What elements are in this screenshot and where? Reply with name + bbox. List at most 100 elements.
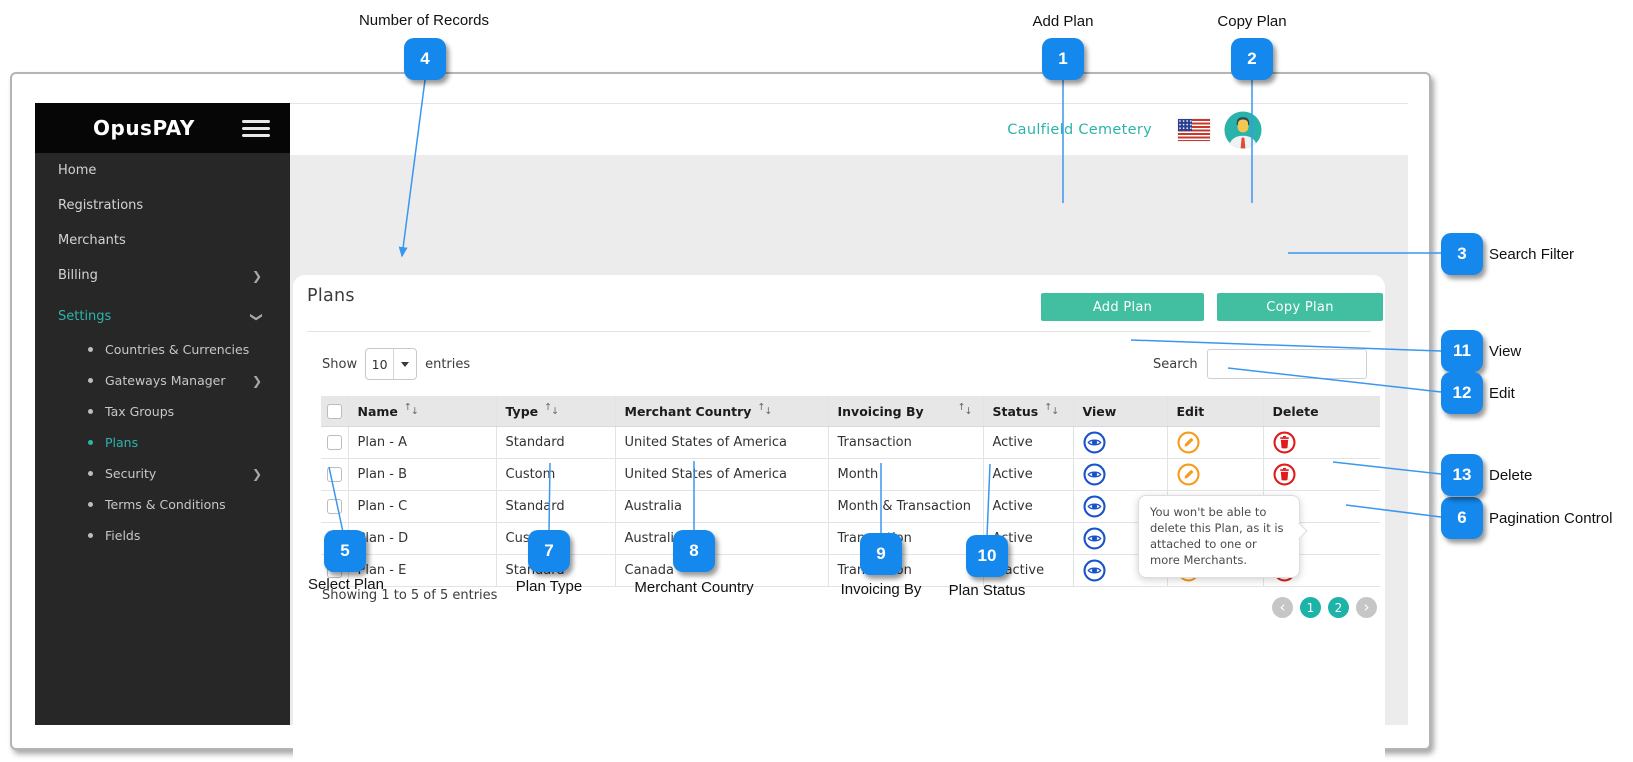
pagination-control: ‹ 1 2 › [1272,597,1377,618]
cell-merchant-country: United States of America [614,426,828,459]
show-entries-control: Show 10 entries [322,348,470,380]
callout-1-add-plan: 1 [1042,38,1084,80]
delete-disabled-tooltip: You won't be able to delete this Plan, a… [1138,495,1300,579]
callout-8-merchant-country: 8 [673,530,715,572]
cell-plan-name: Plan - D [347,522,496,555]
app-logo: OpusPAY [93,116,195,140]
sort-icon: ↑ ↓ [1044,402,1060,418]
bullet-icon [88,409,93,414]
sidebar-item-billing[interactable]: Billing ❯ [58,268,262,283]
edit-pencil-icon[interactable] [1177,431,1200,454]
column-header-delete: Delete [1262,396,1380,427]
pagination-prev-icon[interactable]: ‹ [1272,597,1293,618]
cell-plan-name: Plan - A [347,426,496,459]
annotation-label-add-plan: Add Plan [1032,13,1094,30]
entries-summary: Showing 1 to 5 of 5 entries [322,588,498,603]
view-eye-icon[interactable] [1083,559,1106,582]
cell-status: Active [982,490,1073,523]
callout-13-delete: 13 [1441,454,1483,496]
cell-status: Active [982,458,1073,491]
bullet-icon [88,533,93,538]
merchant-name: Caulfield Cemetery [1007,122,1152,138]
column-header-name[interactable]: Name ↑ ↓ [347,396,496,427]
chevron-right-icon: ❯ [251,466,262,481]
annotation-label-plan-status: Plan Status [948,582,1026,599]
sort-icon: ↑ ↓ [957,402,973,418]
sidebar-item-countries-currencies[interactable]: Countries & Currencies [35,334,290,365]
column-header-view: View [1072,396,1167,427]
cell-plan-type: Custom [495,458,615,491]
annotation-label-copy-plan: Copy Plan [1217,13,1287,30]
cell-plan-name: Plan - C [347,490,496,523]
column-header-invoicing-by[interactable]: Invoicing By ↑ ↓ [827,396,983,427]
show-label: Show [322,356,358,372]
column-header-merchant-country[interactable]: Merchant Country ↑ ↓ [614,396,828,427]
row-checkbox[interactable] [326,435,342,450]
annotation-label-merchant-country: Merchant Country [634,579,754,596]
callout-6-pagination: 6 [1441,497,1483,539]
pagination-page-1[interactable]: 1 [1300,597,1321,618]
table-header-row: Name ↑ ↓ Type ↑ ↓ Merchant Country ↑ ↓ Invoici… [321,396,1380,427]
annotation-label-delete: Delete [1489,467,1533,484]
annotation-label-select-plan: Select Plan [308,576,384,593]
table-row: Plan - A Standard United States of Ameri… [321,426,1380,459]
callout-4-number-of-records: 4 [404,38,446,80]
sidebar-item-security[interactable]: Security ❯ [35,458,290,489]
pagination-next-icon[interactable]: › [1356,597,1377,618]
sidebar-item-settings[interactable]: Settings ❯ [58,309,264,324]
opuspay-app: OpusPAY Home Registrations Merchants Bil… [35,103,1408,762]
pagination-page-2[interactable]: 2 [1328,597,1349,618]
sidebar-item-home[interactable]: Home [58,163,97,178]
row-checkbox[interactable] [326,467,342,482]
title-divider [307,331,1371,332]
bullet-icon [88,440,93,445]
select-all-checkbox[interactable] [326,404,342,419]
plans-table: Name ↑ ↓ Type ↑ ↓ Merchant Country ↑ ↓ Invoici… [321,396,1380,587]
entries-count-value: 10 [366,349,395,379]
delete-trash-icon[interactable] [1273,431,1296,454]
cell-invoicing-by: Transaction [827,426,983,459]
dropdown-arrow-icon [394,361,416,367]
us-flag-icon[interactable] [1178,119,1210,141]
sort-icon: ↑ ↓ [544,402,560,418]
search-input[interactable] [1206,349,1367,379]
cell-invoicing-by: Month & Transaction [827,490,983,523]
sidebar-item-tax-groups[interactable]: Tax Groups [35,396,290,427]
sidebar-item-merchants[interactable]: Merchants [58,233,126,248]
cell-plan-name: Plan - B [347,458,496,491]
search-label: Search [1153,356,1198,372]
view-eye-icon[interactable] [1083,431,1106,454]
delete-trash-icon[interactable] [1273,463,1296,486]
sidebar-item-plans[interactable]: Plans [35,427,290,458]
sidebar-item-gateways-manager[interactable]: Gateways Manager ❯ [35,365,290,396]
cell-invoicing-by: Transaction [827,522,983,555]
sort-icon: ↑ ↓ [403,402,419,418]
copy-plan-button[interactable]: Copy Plan [1217,293,1383,321]
cell-invoicing-by: Month [827,458,983,491]
view-eye-icon[interactable] [1083,463,1106,486]
bullet-icon [88,347,93,352]
entries-count-select[interactable]: 10 [365,348,418,380]
column-header-type[interactable]: Type ↑ ↓ [495,396,615,427]
sidebar-item-fields[interactable]: Fields [35,520,290,551]
view-eye-icon[interactable] [1083,495,1106,518]
sidebar-item-terms-conditions[interactable]: Terms & Conditions [35,489,290,520]
sidebar: OpusPAY Home Registrations Merchants Bil… [35,103,290,725]
bullet-icon [88,378,93,383]
callout-3-search-filter: 3 [1441,233,1483,275]
sidebar-item-registrations[interactable]: Registrations [58,198,144,213]
callout-5-select-plan: 5 [324,530,366,572]
chevron-right-icon: ❯ [251,373,262,388]
callout-7-plan-type: 7 [528,530,570,572]
hamburger-menu-icon[interactable] [242,120,270,141]
view-eye-icon[interactable] [1083,527,1106,550]
cell-invoicing-by: Transaction [827,554,983,587]
user-avatar[interactable] [1224,111,1262,149]
edit-pencil-icon[interactable] [1177,463,1200,486]
column-header-status[interactable]: Status ↑ ↓ [982,396,1073,427]
add-plan-button[interactable]: Add Plan [1041,293,1204,321]
cell-status: Active [982,426,1073,459]
cell-plan-type: Standard [495,490,615,523]
row-checkbox[interactable] [326,499,342,514]
